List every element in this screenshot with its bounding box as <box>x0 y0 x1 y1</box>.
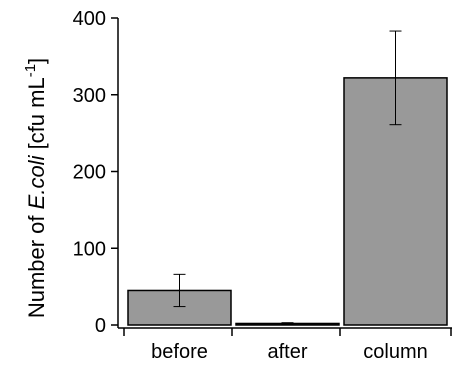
y-tick-label: 400 <box>73 8 106 30</box>
y-tick-label: 200 <box>73 162 106 184</box>
y-tick-label: 300 <box>73 85 106 107</box>
y-axis-title: Number of E.coli [cfu mL-1] <box>22 58 49 318</box>
y-tick-label: 0 <box>95 315 106 337</box>
y-tick-label: 100 <box>73 238 106 260</box>
y-axis-title-organism: E.coli <box>24 154 49 209</box>
y-axis-title-close: ] <box>24 58 49 64</box>
plot-area <box>127 30 448 326</box>
y-axis: 0 100 200 300 400 <box>73 8 119 337</box>
x-tick-label-column: column <box>363 341 427 363</box>
x-axis: before after column <box>118 327 452 363</box>
y-axis-title-superscript: -1 <box>22 64 39 77</box>
y-axis-title-unit: [cfu mL <box>24 77 49 155</box>
x-tick-label-after: after <box>267 341 307 363</box>
y-axis-title-prefix: Number of <box>24 209 49 318</box>
x-tick-label-before: before <box>151 341 208 363</box>
